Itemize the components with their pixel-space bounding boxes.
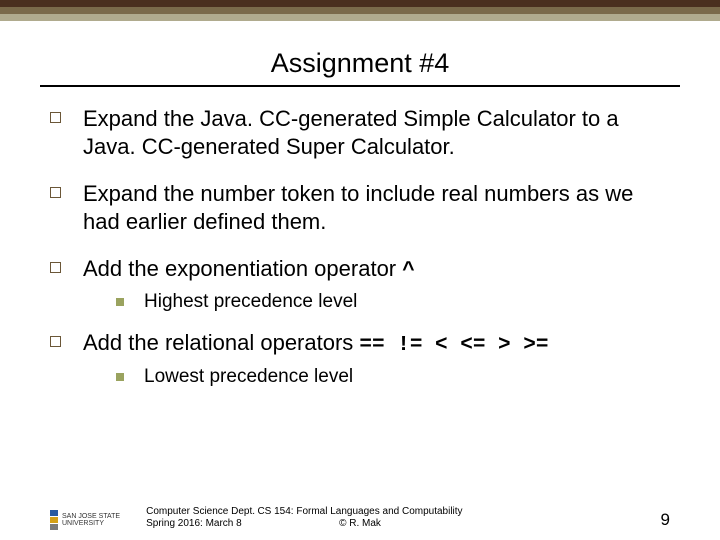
footer-left-line2: Spring 2016: March 8: [146, 518, 255, 530]
list-item: Expand the Java. CC-generated Simple Cal…: [50, 105, 670, 160]
footer-left: Computer Science Dept. Spring 2016: Marc…: [146, 506, 255, 530]
footer-left-line1: Computer Science Dept.: [146, 506, 255, 518]
square-bullet-icon: [50, 262, 61, 273]
content: Expand the Java. CC-generated Simple Cal…: [50, 105, 670, 388]
item-mono: ^: [402, 260, 415, 283]
logo-line1: SAN JOSE STATE: [62, 513, 120, 520]
item-text: Expand the Java. CC-generated Simple Cal…: [83, 105, 670, 160]
swatch-1: [50, 510, 58, 516]
sub-item: Highest precedence level: [116, 291, 670, 313]
swatch-3: [50, 524, 58, 530]
footer-center-line1: CS 154: Formal Languages and Computabili…: [257, 506, 462, 518]
swatch-2: [50, 517, 58, 523]
header-band: [0, 0, 720, 22]
square-bullet-icon: [50, 187, 61, 198]
band-3: [0, 14, 720, 21]
square-bullet-icon: [50, 336, 61, 347]
footer-center-line2: © R. Mak: [257, 518, 462, 530]
band-2: [0, 7, 720, 14]
item-text: Expand the number token to include real …: [83, 180, 670, 235]
item-mono: == != < <= > >=: [359, 334, 548, 357]
logo-line2: UNIVERSITY: [62, 520, 120, 527]
list-item: Add the relational operators == != < <= …: [50, 329, 670, 359]
filled-square-bullet-icon: [116, 298, 124, 306]
band-1: [0, 0, 720, 7]
sub-text: Lowest precedence level: [144, 366, 353, 388]
sub-item: Lowest precedence level: [116, 366, 670, 388]
list-item: Add the exponentiation operator ^: [50, 255, 670, 285]
sub-text: Highest precedence level: [144, 291, 357, 313]
page-number: 9: [661, 510, 670, 530]
logo-swatch-icon: [50, 510, 58, 530]
filled-square-bullet-icon: [116, 373, 124, 381]
item-prefix: Add the relational operators: [83, 330, 359, 355]
footer-center: CS 154: Formal Languages and Computabili…: [257, 506, 462, 530]
list-item: Expand the number token to include real …: [50, 180, 670, 235]
title-rule: [40, 85, 680, 87]
square-bullet-icon: [50, 112, 61, 123]
item-text: Add the exponentiation operator ^: [83, 255, 415, 285]
item-text: Add the relational operators == != < <= …: [83, 329, 548, 359]
logo-text: SAN JOSE STATE UNIVERSITY: [62, 513, 120, 528]
page-title: Assignment #4: [271, 48, 450, 79]
title-wrap: Assignment #4: [0, 48, 720, 79]
sjsu-logo: SAN JOSE STATE UNIVERSITY: [50, 510, 120, 530]
item-prefix: Add the exponentiation operator: [83, 256, 402, 281]
